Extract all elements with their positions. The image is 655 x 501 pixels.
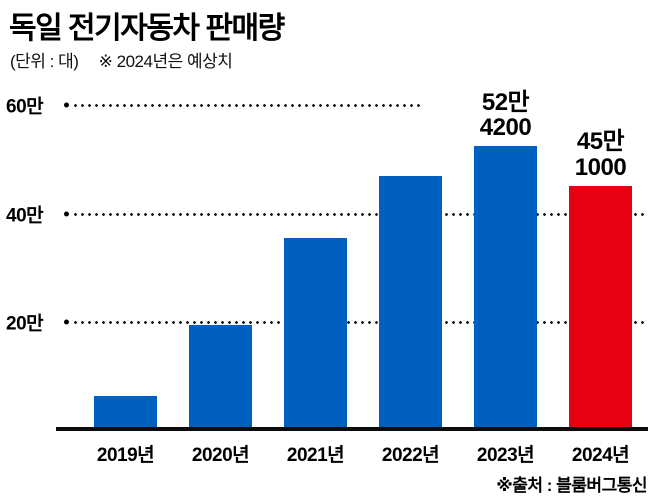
y-tick-40만: 40만	[6, 200, 70, 227]
bar-2024년	[569, 185, 632, 430]
bar-2022년	[379, 175, 442, 430]
x-tick-2020년: 2020년	[191, 445, 250, 466]
x-axis-labels: 2019년 2020년 2021년 2022년 2023년 2024년	[58, 440, 648, 467]
x-tick-2021년: 2021년	[286, 445, 345, 466]
bar-value-label-2023년: 52만 4200	[479, 88, 532, 142]
x-tick-2019년: 2019년	[96, 445, 155, 466]
bar-column-2022년	[363, 62, 458, 430]
x-axis-line	[56, 427, 648, 431]
y-tick-label: 40만	[6, 205, 44, 227]
y-tick-label: 60만	[6, 96, 44, 118]
y-tick-dot	[64, 319, 69, 325]
y-axis-ticks: 60만 40만 20만	[6, 62, 70, 430]
y-tick-20만: 20만	[6, 308, 70, 335]
chart-subtitle: (단위 : 대) ※ 2024년은 예상치	[10, 47, 233, 72]
bar-column-2021년	[268, 62, 363, 430]
page-title: 독일 전기자동차 판매량	[9, 12, 285, 45]
gridline-20만	[72, 320, 648, 324]
bar-2019년	[94, 395, 157, 430]
bar-value-line: 4200	[479, 114, 532, 142]
gridline-40만	[72, 212, 648, 216]
bars: 52만 4200 45만 1000	[58, 62, 648, 430]
bar-value-line: 45만	[576, 128, 625, 156]
y-tick-label: 20만	[6, 313, 44, 335]
x-tick-2023년: 2023년	[476, 445, 535, 466]
bar-value-line: 52만	[481, 88, 530, 116]
y-tick-dot	[64, 211, 69, 217]
bar-value-line: 1000	[574, 154, 627, 182]
y-tick-60만: 60만	[6, 92, 70, 119]
bar-2021년	[284, 237, 347, 430]
bar-2023년	[474, 146, 537, 430]
bar-value-label-2024년: 45만 1000	[574, 128, 627, 182]
bar-column-2023년: 52만 4200	[458, 62, 553, 430]
x-tick-2022년: 2022년	[381, 445, 440, 466]
x-tick-2024년: 2024년	[571, 445, 630, 466]
bar-column-2020년	[173, 62, 268, 430]
unit-label: (단위 : 대)	[10, 52, 79, 71]
gridline-60만	[72, 104, 424, 108]
estimate-note: ※ 2024년은 예상치	[98, 52, 233, 71]
source-note: ※출처 : 블룸버그통신	[496, 476, 647, 495]
plot-area: 52만 4200 45만 1000	[58, 62, 648, 430]
bar-column-2024년: 45만 1000	[553, 62, 648, 430]
bar-2020년	[189, 325, 252, 430]
y-tick-dot	[64, 102, 69, 108]
bar-column-2019년	[78, 62, 173, 430]
